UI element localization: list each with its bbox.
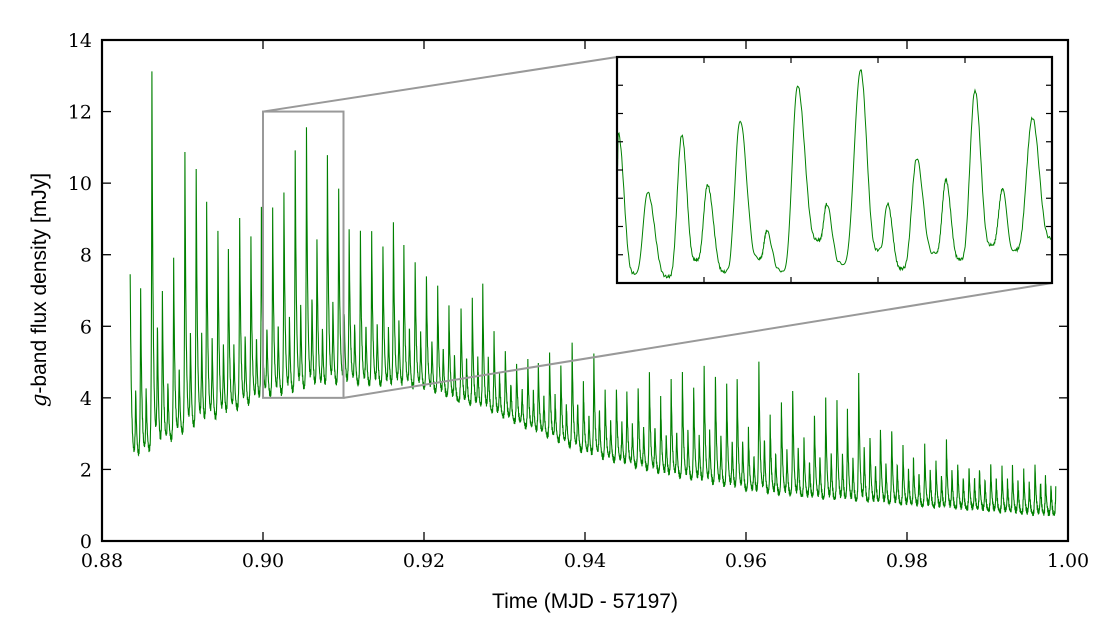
x-tick-label: 0.96 [725,550,767,572]
x-tick-label: 0.94 [564,550,606,572]
zoom-indicator [262,56,1053,399]
y-tick-label: 4 [80,388,92,410]
y-tick-label: 10 [68,173,92,195]
y-tick-label: 6 [80,316,92,338]
inset-plot [615,55,1054,285]
light-curve-series [129,71,1057,517]
x-tick-label: 0.88 [81,550,123,572]
y-axis-label-text: -band flux density [mJy] [28,173,51,394]
x-tick-label: 0.90 [242,550,284,572]
inset-series [616,69,1053,279]
y-tick-label: 12 [68,102,92,124]
x-axis-label: Time (MJD - 57197) [492,590,678,613]
y-axis-label-band: g [27,394,51,407]
inset-frame [615,55,1054,285]
x-tick-label: 1.00 [1047,550,1089,572]
main-plot-area [129,71,1057,517]
x-tick-label: 0.98 [886,550,928,572]
y-tick-label: 8 [80,245,92,267]
y-tick-label: 14 [68,30,92,52]
zoom-box [262,110,345,399]
main-frame [100,38,1070,543]
y-axis-label: g-band flux density [mJy] [27,173,51,407]
y-tick-label: 0 [80,531,92,553]
zoom-connector-bottom [343,282,1053,399]
x-tick-label: 0.92 [403,550,445,572]
main-axes: 0.88 0.90 0.92 0.94 0.96 0.98 1.00 0 2 4 6 8 10 12 14 [68,30,1089,572]
y-tick-label: 2 [80,459,92,481]
zoom-connector-top [262,56,618,113]
